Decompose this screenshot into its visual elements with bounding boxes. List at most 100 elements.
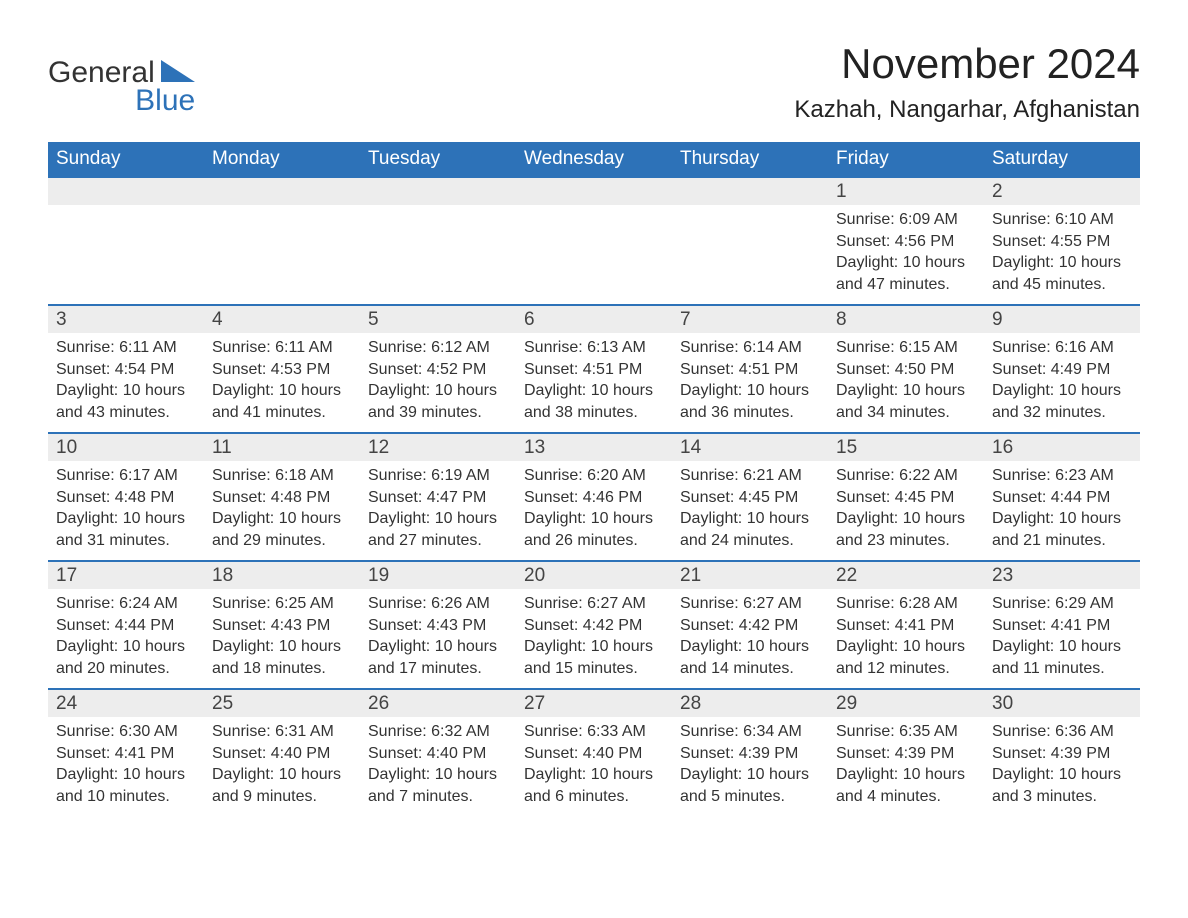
daylight-line: Daylight: 10 hours and 3 minutes. — [992, 764, 1132, 807]
day-details: Sunrise: 6:28 AMSunset: 4:41 PMDaylight:… — [828, 589, 984, 685]
day-number: 24 — [48, 688, 204, 717]
weekday-sunday: Sunday — [48, 142, 204, 176]
day-number: 28 — [672, 688, 828, 717]
day-details: Sunrise: 6:12 AMSunset: 4:52 PMDaylight:… — [360, 333, 516, 429]
sunrise-line: Sunrise: 6:27 AM — [524, 593, 664, 615]
day-cell-23: 23Sunrise: 6:29 AMSunset: 4:41 PMDayligh… — [984, 560, 1140, 688]
location: Kazhah, Nangarhar, Afghanistan — [794, 96, 1140, 124]
sunset-line: Sunset: 4:55 PM — [992, 231, 1132, 253]
day-cell-7: 7Sunrise: 6:14 AMSunset: 4:51 PMDaylight… — [672, 304, 828, 432]
sunrise-line: Sunrise: 6:14 AM — [680, 337, 820, 359]
day-details: Sunrise: 6:11 AMSunset: 4:54 PMDaylight:… — [48, 333, 204, 429]
day-cell-6: 6Sunrise: 6:13 AMSunset: 4:51 PMDaylight… — [516, 304, 672, 432]
sunrise-line: Sunrise: 6:21 AM — [680, 465, 820, 487]
sunset-line: Sunset: 4:56 PM — [836, 231, 976, 253]
day-number: 2 — [984, 176, 1140, 205]
sunrise-line: Sunrise: 6:20 AM — [524, 465, 664, 487]
day-details: Sunrise: 6:32 AMSunset: 4:40 PMDaylight:… — [360, 717, 516, 813]
sunrise-line: Sunrise: 6:13 AM — [524, 337, 664, 359]
day-cell-empty — [360, 176, 516, 304]
sunrise-line: Sunrise: 6:10 AM — [992, 209, 1132, 231]
day-details — [672, 205, 828, 237]
day-number: 29 — [828, 688, 984, 717]
day-details: Sunrise: 6:10 AMSunset: 4:55 PMDaylight:… — [984, 205, 1140, 301]
weekday-friday: Friday — [828, 142, 984, 176]
sunset-line: Sunset: 4:42 PM — [524, 615, 664, 637]
sunrise-line: Sunrise: 6:16 AM — [992, 337, 1132, 359]
logo-word-blue: Blue — [48, 86, 195, 116]
day-details: Sunrise: 6:14 AMSunset: 4:51 PMDaylight:… — [672, 333, 828, 429]
daylight-line: Daylight: 10 hours and 29 minutes. — [212, 508, 352, 551]
daylight-line: Daylight: 10 hours and 45 minutes. — [992, 252, 1132, 295]
day-cell-10: 10Sunrise: 6:17 AMSunset: 4:48 PMDayligh… — [48, 432, 204, 560]
daylight-line: Daylight: 10 hours and 39 minutes. — [368, 380, 508, 423]
sunset-line: Sunset: 4:45 PM — [680, 487, 820, 509]
day-details: Sunrise: 6:30 AMSunset: 4:41 PMDaylight:… — [48, 717, 204, 813]
sunset-line: Sunset: 4:40 PM — [524, 743, 664, 765]
sunrise-line: Sunrise: 6:32 AM — [368, 721, 508, 743]
day-details: Sunrise: 6:11 AMSunset: 4:53 PMDaylight:… — [204, 333, 360, 429]
calendar-row: 3Sunrise: 6:11 AMSunset: 4:54 PMDaylight… — [48, 304, 1140, 432]
sunrise-line: Sunrise: 6:34 AM — [680, 721, 820, 743]
day-cell-15: 15Sunrise: 6:22 AMSunset: 4:45 PMDayligh… — [828, 432, 984, 560]
sunset-line: Sunset: 4:43 PM — [368, 615, 508, 637]
day-number — [360, 176, 516, 205]
sunset-line: Sunset: 4:48 PM — [56, 487, 196, 509]
day-details: Sunrise: 6:15 AMSunset: 4:50 PMDaylight:… — [828, 333, 984, 429]
sunset-line: Sunset: 4:39 PM — [680, 743, 820, 765]
day-number: 19 — [360, 560, 516, 589]
sunset-line: Sunset: 4:51 PM — [524, 359, 664, 381]
day-number: 1 — [828, 176, 984, 205]
sunset-line: Sunset: 4:41 PM — [992, 615, 1132, 637]
day-details: Sunrise: 6:34 AMSunset: 4:39 PMDaylight:… — [672, 717, 828, 813]
day-details: Sunrise: 6:13 AMSunset: 4:51 PMDaylight:… — [516, 333, 672, 429]
sunset-line: Sunset: 4:47 PM — [368, 487, 508, 509]
weekday-header-row: SundayMondayTuesdayWednesdayThursdayFrid… — [48, 142, 1140, 176]
day-number: 11 — [204, 432, 360, 461]
day-number — [48, 176, 204, 205]
day-number — [204, 176, 360, 205]
day-number: 10 — [48, 432, 204, 461]
sunrise-line: Sunrise: 6:29 AM — [992, 593, 1132, 615]
daylight-line: Daylight: 10 hours and 15 minutes. — [524, 636, 664, 679]
sunrise-line: Sunrise: 6:09 AM — [836, 209, 976, 231]
daylight-line: Daylight: 10 hours and 11 minutes. — [992, 636, 1132, 679]
daylight-line: Daylight: 10 hours and 21 minutes. — [992, 508, 1132, 551]
day-cell-12: 12Sunrise: 6:19 AMSunset: 4:47 PMDayligh… — [360, 432, 516, 560]
day-details: Sunrise: 6:36 AMSunset: 4:39 PMDaylight:… — [984, 717, 1140, 813]
daylight-line: Daylight: 10 hours and 43 minutes. — [56, 380, 196, 423]
day-cell-25: 25Sunrise: 6:31 AMSunset: 4:40 PMDayligh… — [204, 688, 360, 816]
weekday-thursday: Thursday — [672, 142, 828, 176]
day-number: 5 — [360, 304, 516, 333]
day-number: 30 — [984, 688, 1140, 717]
sunrise-line: Sunrise: 6:12 AM — [368, 337, 508, 359]
sunrise-line: Sunrise: 6:35 AM — [836, 721, 976, 743]
daylight-line: Daylight: 10 hours and 9 minutes. — [212, 764, 352, 807]
sunrise-line: Sunrise: 6:27 AM — [680, 593, 820, 615]
sunrise-line: Sunrise: 6:25 AM — [212, 593, 352, 615]
day-cell-13: 13Sunrise: 6:20 AMSunset: 4:46 PMDayligh… — [516, 432, 672, 560]
sunset-line: Sunset: 4:42 PM — [680, 615, 820, 637]
day-number: 21 — [672, 560, 828, 589]
day-details — [48, 205, 204, 237]
day-cell-21: 21Sunrise: 6:27 AMSunset: 4:42 PMDayligh… — [672, 560, 828, 688]
daylight-line: Daylight: 10 hours and 10 minutes. — [56, 764, 196, 807]
day-details: Sunrise: 6:17 AMSunset: 4:48 PMDaylight:… — [48, 461, 204, 557]
day-details: Sunrise: 6:20 AMSunset: 4:46 PMDaylight:… — [516, 461, 672, 557]
weekday-wednesday: Wednesday — [516, 142, 672, 176]
day-number: 17 — [48, 560, 204, 589]
sunset-line: Sunset: 4:41 PM — [836, 615, 976, 637]
sunset-line: Sunset: 4:44 PM — [56, 615, 196, 637]
day-details: Sunrise: 6:16 AMSunset: 4:49 PMDaylight:… — [984, 333, 1140, 429]
day-cell-9: 9Sunrise: 6:16 AMSunset: 4:49 PMDaylight… — [984, 304, 1140, 432]
day-cell-11: 11Sunrise: 6:18 AMSunset: 4:48 PMDayligh… — [204, 432, 360, 560]
daylight-line: Daylight: 10 hours and 20 minutes. — [56, 636, 196, 679]
sunset-line: Sunset: 4:54 PM — [56, 359, 196, 381]
daylight-line: Daylight: 10 hours and 36 minutes. — [680, 380, 820, 423]
day-details: Sunrise: 6:35 AMSunset: 4:39 PMDaylight:… — [828, 717, 984, 813]
day-number — [516, 176, 672, 205]
day-number: 22 — [828, 560, 984, 589]
day-cell-29: 29Sunrise: 6:35 AMSunset: 4:39 PMDayligh… — [828, 688, 984, 816]
day-cell-empty — [672, 176, 828, 304]
day-cell-4: 4Sunrise: 6:11 AMSunset: 4:53 PMDaylight… — [204, 304, 360, 432]
